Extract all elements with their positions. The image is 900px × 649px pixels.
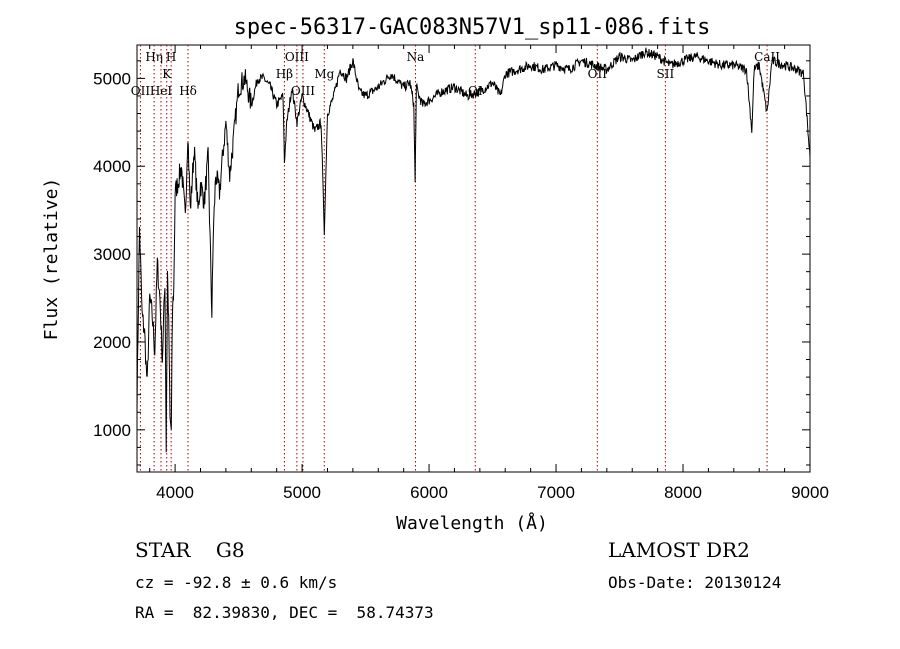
- redshift-velocity: cz = -92.8 ± 0.6 km/s: [135, 573, 338, 592]
- observation-date: Obs-Date: 20130124: [608, 573, 782, 592]
- survey-name: LAMOST DR2: [608, 538, 750, 562]
- y-tick-label: 4000: [93, 157, 131, 176]
- x-tick-label: 4000: [156, 483, 194, 502]
- line-label: Hβ: [276, 67, 293, 81]
- y-tick-label: 3000: [93, 245, 131, 264]
- y-tick-label: 5000: [93, 69, 131, 88]
- x-axis-label: Wavelength (Å): [396, 512, 548, 534]
- y-axis-label: Flux (relative): [41, 178, 62, 341]
- line-label: OII: [131, 84, 151, 98]
- x-tick-label: 5000: [283, 483, 321, 502]
- line-label: Hη: [145, 50, 163, 64]
- line-label: SII: [657, 67, 675, 81]
- line-label: OIII: [285, 50, 309, 64]
- line-label: OII: [588, 67, 608, 81]
- line-label: Mg: [314, 67, 334, 81]
- x-tick-label: 7000: [537, 483, 575, 502]
- y-tick-label: 2000: [93, 333, 131, 352]
- line-label: Hδ: [179, 84, 197, 98]
- line-label: HeI: [150, 84, 173, 98]
- plot-frame: [136, 44, 811, 473]
- line-label: OIII: [291, 84, 315, 98]
- object-class: STAR G8: [135, 538, 245, 562]
- x-tick-label: 8000: [664, 483, 702, 502]
- chart-title: spec-56317-GAC083N57V1_sp11-086.fits: [234, 15, 711, 40]
- y-axis: 1000 2000 3000 4000 5000: [93, 60, 810, 466]
- line-label: K: [162, 67, 172, 81]
- coordinates: RA = 82.39830, DEC = 58.74373: [135, 603, 434, 622]
- y-tick-label: 1000: [93, 421, 131, 440]
- spectral-line-markers: [139, 45, 768, 472]
- x-axis: 4000 5000 6000 7000 8000 9000: [149, 45, 829, 502]
- line-label: H: [166, 50, 176, 64]
- x-tick-label: 6000: [410, 483, 448, 502]
- line-label: Na: [407, 50, 425, 64]
- x-tick-label: 9000: [791, 483, 829, 502]
- flux-series-line: [136, 47, 811, 453]
